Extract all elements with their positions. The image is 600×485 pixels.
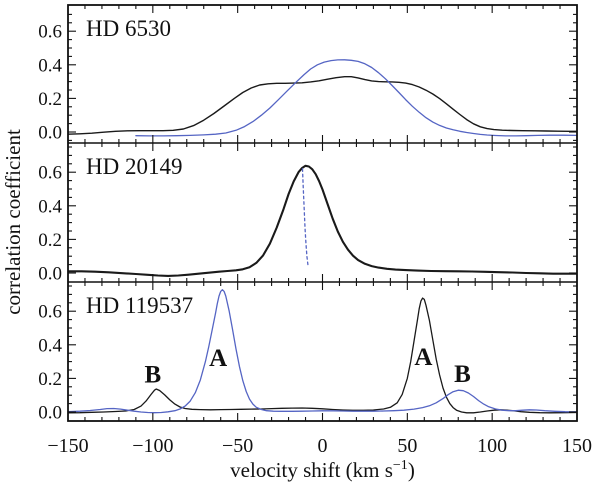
- y-tick-label: 0.6: [38, 163, 62, 184]
- panel-title-3: HD 119537: [86, 293, 193, 318]
- y-tick-label: 0.0: [38, 123, 62, 144]
- y-tick-label: 0.0: [38, 264, 62, 285]
- plot-frame: [67, 4, 578, 422]
- y-tick-label: 0.6: [38, 22, 62, 43]
- y-tick-label: 0.2: [38, 230, 62, 251]
- x-tick-label: −150: [47, 435, 88, 457]
- peak-label-a: A: [414, 344, 432, 371]
- x-tick-label: −50: [222, 435, 253, 457]
- x-tick-label: 150: [562, 435, 592, 457]
- curve-panel1-black-ccf: [68, 76, 577, 135]
- peak-label-b: B: [454, 361, 471, 388]
- panel-title-2: HD 20149: [86, 154, 182, 179]
- curve-panel2-black-ccf: [68, 164, 577, 277]
- panel-title-1: HD 6530: [86, 16, 171, 41]
- x-tick-label: 50: [397, 435, 417, 457]
- y-axis-title: correlation coefficient: [1, 129, 25, 315]
- peak-label-a: A: [209, 345, 227, 372]
- curve-panel3-blue-ccf: [68, 289, 577, 414]
- x-tick-label: 0: [318, 435, 328, 457]
- y-tick-label: 0.0: [38, 403, 62, 424]
- y-tick-label: 0.2: [38, 89, 62, 110]
- curve-panel2-blue-dashed-marker: [301, 168, 309, 266]
- curve-panel3-black-ccf: [68, 297, 577, 414]
- x-tick-label: 100: [477, 435, 507, 457]
- curve-panel1-blue-ccf: [135, 59, 577, 137]
- y-tick-label: 0.4: [38, 196, 62, 217]
- x-axis-title: velocity shift (km s−1): [230, 458, 415, 482]
- y-tick-label: 0.6: [38, 302, 62, 323]
- y-tick-label: 0.2: [38, 369, 62, 390]
- y-tick-label: 0.4: [38, 55, 62, 76]
- x-tick-label: −100: [132, 435, 173, 457]
- peak-label-b: B: [144, 362, 161, 389]
- y-tick-label: 0.4: [38, 335, 62, 356]
